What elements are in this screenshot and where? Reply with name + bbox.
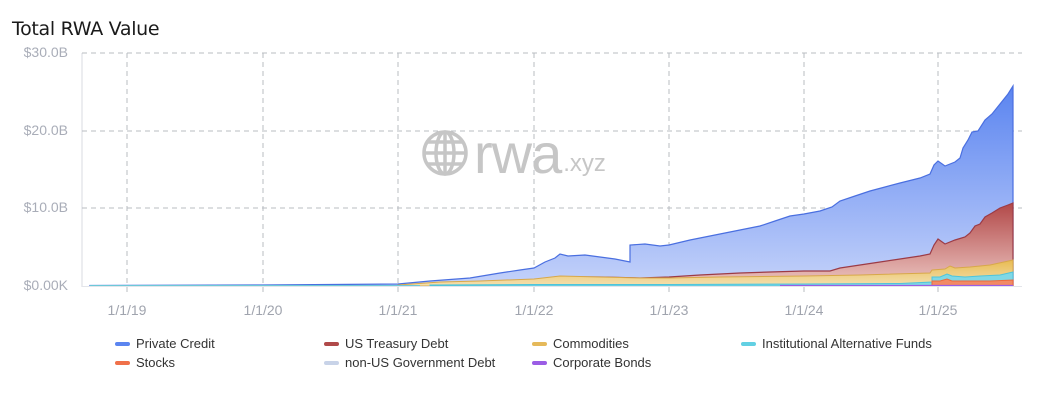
- legend-swatch-icon: [532, 360, 547, 365]
- legend-item-corporate-bonds[interactable]: Corporate Bonds: [532, 355, 651, 370]
- chart-title: Total RWA Value: [12, 18, 160, 40]
- watermark-suffix: .xyz: [563, 150, 606, 177]
- y-tick-20b: $20.0B: [23, 122, 68, 138]
- series-private-credit-area[interactable]: [89, 83, 1014, 287]
- x-tick-2024: 1/1/24: [784, 302, 824, 318]
- x-tick-2019: 1/1/19: [107, 302, 147, 318]
- watermark-brand: rwa: [474, 122, 562, 185]
- legend-item-private-credit[interactable]: Private Credit: [115, 336, 215, 351]
- legend-label: Corporate Bonds: [553, 355, 652, 370]
- x-tick-2025: 1/1/25: [918, 302, 958, 318]
- legend-item-commodities[interactable]: Commodities: [532, 336, 629, 351]
- legend-label: Institutional Alternative Funds: [762, 336, 932, 351]
- x-tick-2021: 1/1/21: [378, 302, 418, 318]
- legend-swatch-icon: [115, 341, 130, 346]
- y-tick-30b: $30.0B: [23, 44, 68, 60]
- legend-item-non-us-government-debt[interactable]: non-US Government Debt: [324, 355, 495, 370]
- legend-label: US Treasury Debt: [345, 336, 449, 351]
- x-tick-2020: 1/1/20: [243, 302, 283, 318]
- legend-label: non-US Government Debt: [345, 355, 496, 370]
- legend-swatch-icon: [115, 360, 130, 365]
- legend-label: Commodities: [553, 336, 629, 351]
- legend-swatch-icon: [532, 341, 547, 346]
- globe-icon: [422, 130, 468, 176]
- series-commodities-area[interactable]: [397, 259, 1014, 287]
- chart-legend: Private Credit US Treasury Debt Commodit…: [0, 336, 1045, 376]
- legend-label: Private Credit: [136, 336, 215, 351]
- x-tick-2023: 1/1/23: [649, 302, 689, 318]
- legend-label: Stocks: [136, 355, 176, 370]
- legend-item-institutional-alternative-funds[interactable]: Institutional Alternative Funds: [741, 336, 932, 351]
- legend-item-stocks[interactable]: Stocks: [115, 355, 175, 370]
- legend-item-us-treasury-debt[interactable]: US Treasury Debt: [324, 336, 448, 351]
- watermark: rwa .xyz: [420, 122, 606, 185]
- x-tick-2022: 1/1/22: [514, 302, 554, 318]
- chart-plot-area[interactable]: [0, 0, 1045, 330]
- y-tick-10b: $10.0B: [23, 199, 68, 215]
- y-tick-0: $0.00K: [23, 277, 68, 293]
- legend-swatch-icon: [741, 341, 756, 346]
- legend-swatch-icon: [324, 341, 339, 346]
- legend-swatch-icon: [324, 360, 339, 365]
